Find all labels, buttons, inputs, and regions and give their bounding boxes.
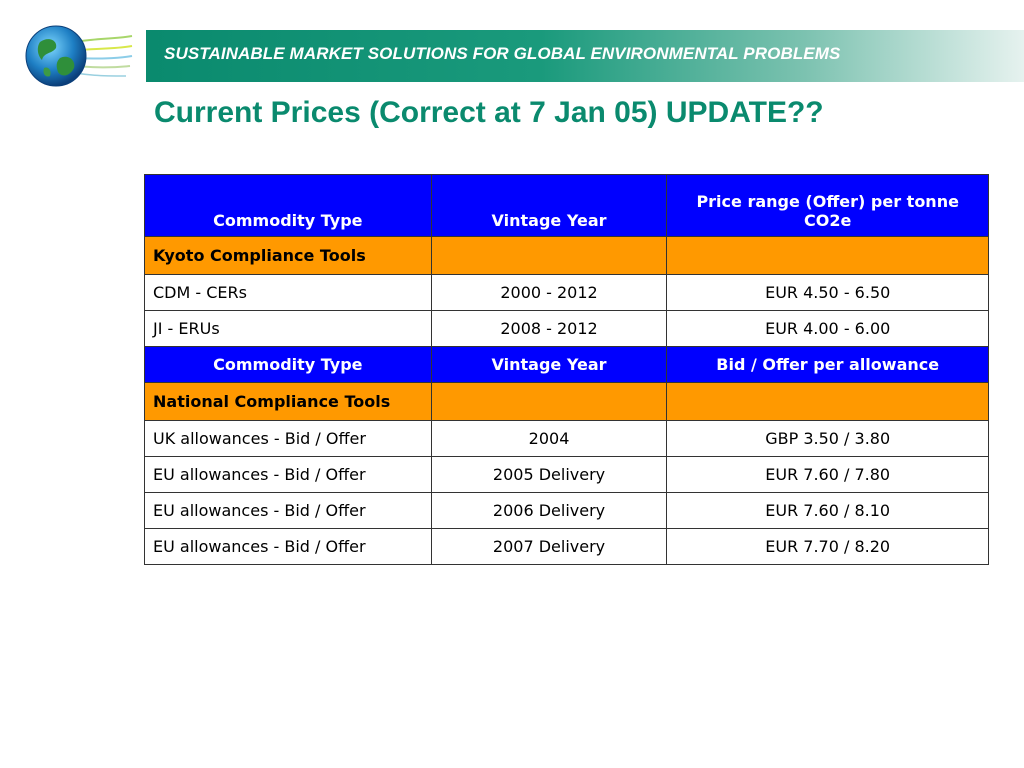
- section-row-national: National Compliance Tools: [144, 382, 989, 421]
- commodity-cell: CDM - CERs: [144, 274, 432, 311]
- table-header-row: Commodity Type Vintage Year Bid / Offer …: [144, 346, 989, 383]
- section-empty-cell: [430, 382, 668, 421]
- table-row: EU allowances - Bid / Offer 2006 Deliver…: [144, 492, 989, 529]
- table-row: JI - ERUs 2008 - 2012 EUR 4.00 - 6.00: [144, 310, 989, 347]
- column-header: Price range (Offer) per tonne CO2e: [666, 174, 989, 237]
- price-cell: EUR 7.60 / 7.80: [666, 456, 989, 493]
- vintage-cell: 2005 Delivery: [430, 456, 668, 493]
- table-row: EU allowances - Bid / Offer 2007 Deliver…: [144, 528, 989, 565]
- vintage-cell: 2007 Delivery: [430, 528, 668, 565]
- table-header-row: Commodity Type Vintage Year Price range …: [144, 174, 989, 237]
- table-row: UK allowances - Bid / Offer 2004 GBP 3.5…: [144, 420, 989, 457]
- commodity-cell: EU allowances - Bid / Offer: [144, 528, 432, 565]
- price-cell: EUR 7.60 / 8.10: [666, 492, 989, 529]
- section-empty-cell: [666, 382, 989, 421]
- price-cell: GBP 3.50 / 3.80: [666, 420, 989, 457]
- prices-table: Commodity Type Vintage Year Price range …: [144, 174, 989, 565]
- vintage-cell: 2006 Delivery: [430, 492, 668, 529]
- table-row: CDM - CERs 2000 - 2012 EUR 4.50 - 6.50: [144, 274, 989, 311]
- column-header: Commodity Type: [144, 346, 432, 383]
- commodity-cell: JI - ERUs: [144, 310, 432, 347]
- column-header: Vintage Year: [430, 346, 668, 383]
- page-title: Current Prices (Correct at 7 Jan 05) UPD…: [154, 96, 824, 129]
- table-row: EU allowances - Bid / Offer 2005 Deliver…: [144, 456, 989, 493]
- vintage-cell: 2004: [430, 420, 668, 457]
- price-cell: EUR 7.70 / 8.20: [666, 528, 989, 565]
- section-label: Kyoto Compliance Tools: [144, 236, 432, 275]
- header-banner: SUSTAINABLE MARKET SOLUTIONS FOR GLOBAL …: [146, 30, 1024, 82]
- column-header: Bid / Offer per allowance: [666, 346, 989, 383]
- commodity-cell: UK allowances - Bid / Offer: [144, 420, 432, 457]
- section-label: National Compliance Tools: [144, 382, 432, 421]
- section-row-kyoto: Kyoto Compliance Tools: [144, 236, 989, 275]
- price-cell: EUR 4.00 - 6.00: [666, 310, 989, 347]
- section-empty-cell: [430, 236, 668, 275]
- commodity-cell: EU allowances - Bid / Offer: [144, 492, 432, 529]
- globe-logo-icon: [22, 18, 134, 92]
- banner-text: SUSTAINABLE MARKET SOLUTIONS FOR GLOBAL …: [164, 44, 841, 63]
- vintage-cell: 2008 - 2012: [430, 310, 668, 347]
- price-cell: EUR 4.50 - 6.50: [666, 274, 989, 311]
- vintage-cell: 2000 - 2012: [430, 274, 668, 311]
- column-header: Commodity Type: [144, 174, 432, 237]
- section-empty-cell: [666, 236, 989, 275]
- commodity-cell: EU allowances - Bid / Offer: [144, 456, 432, 493]
- column-header: Vintage Year: [430, 174, 668, 237]
